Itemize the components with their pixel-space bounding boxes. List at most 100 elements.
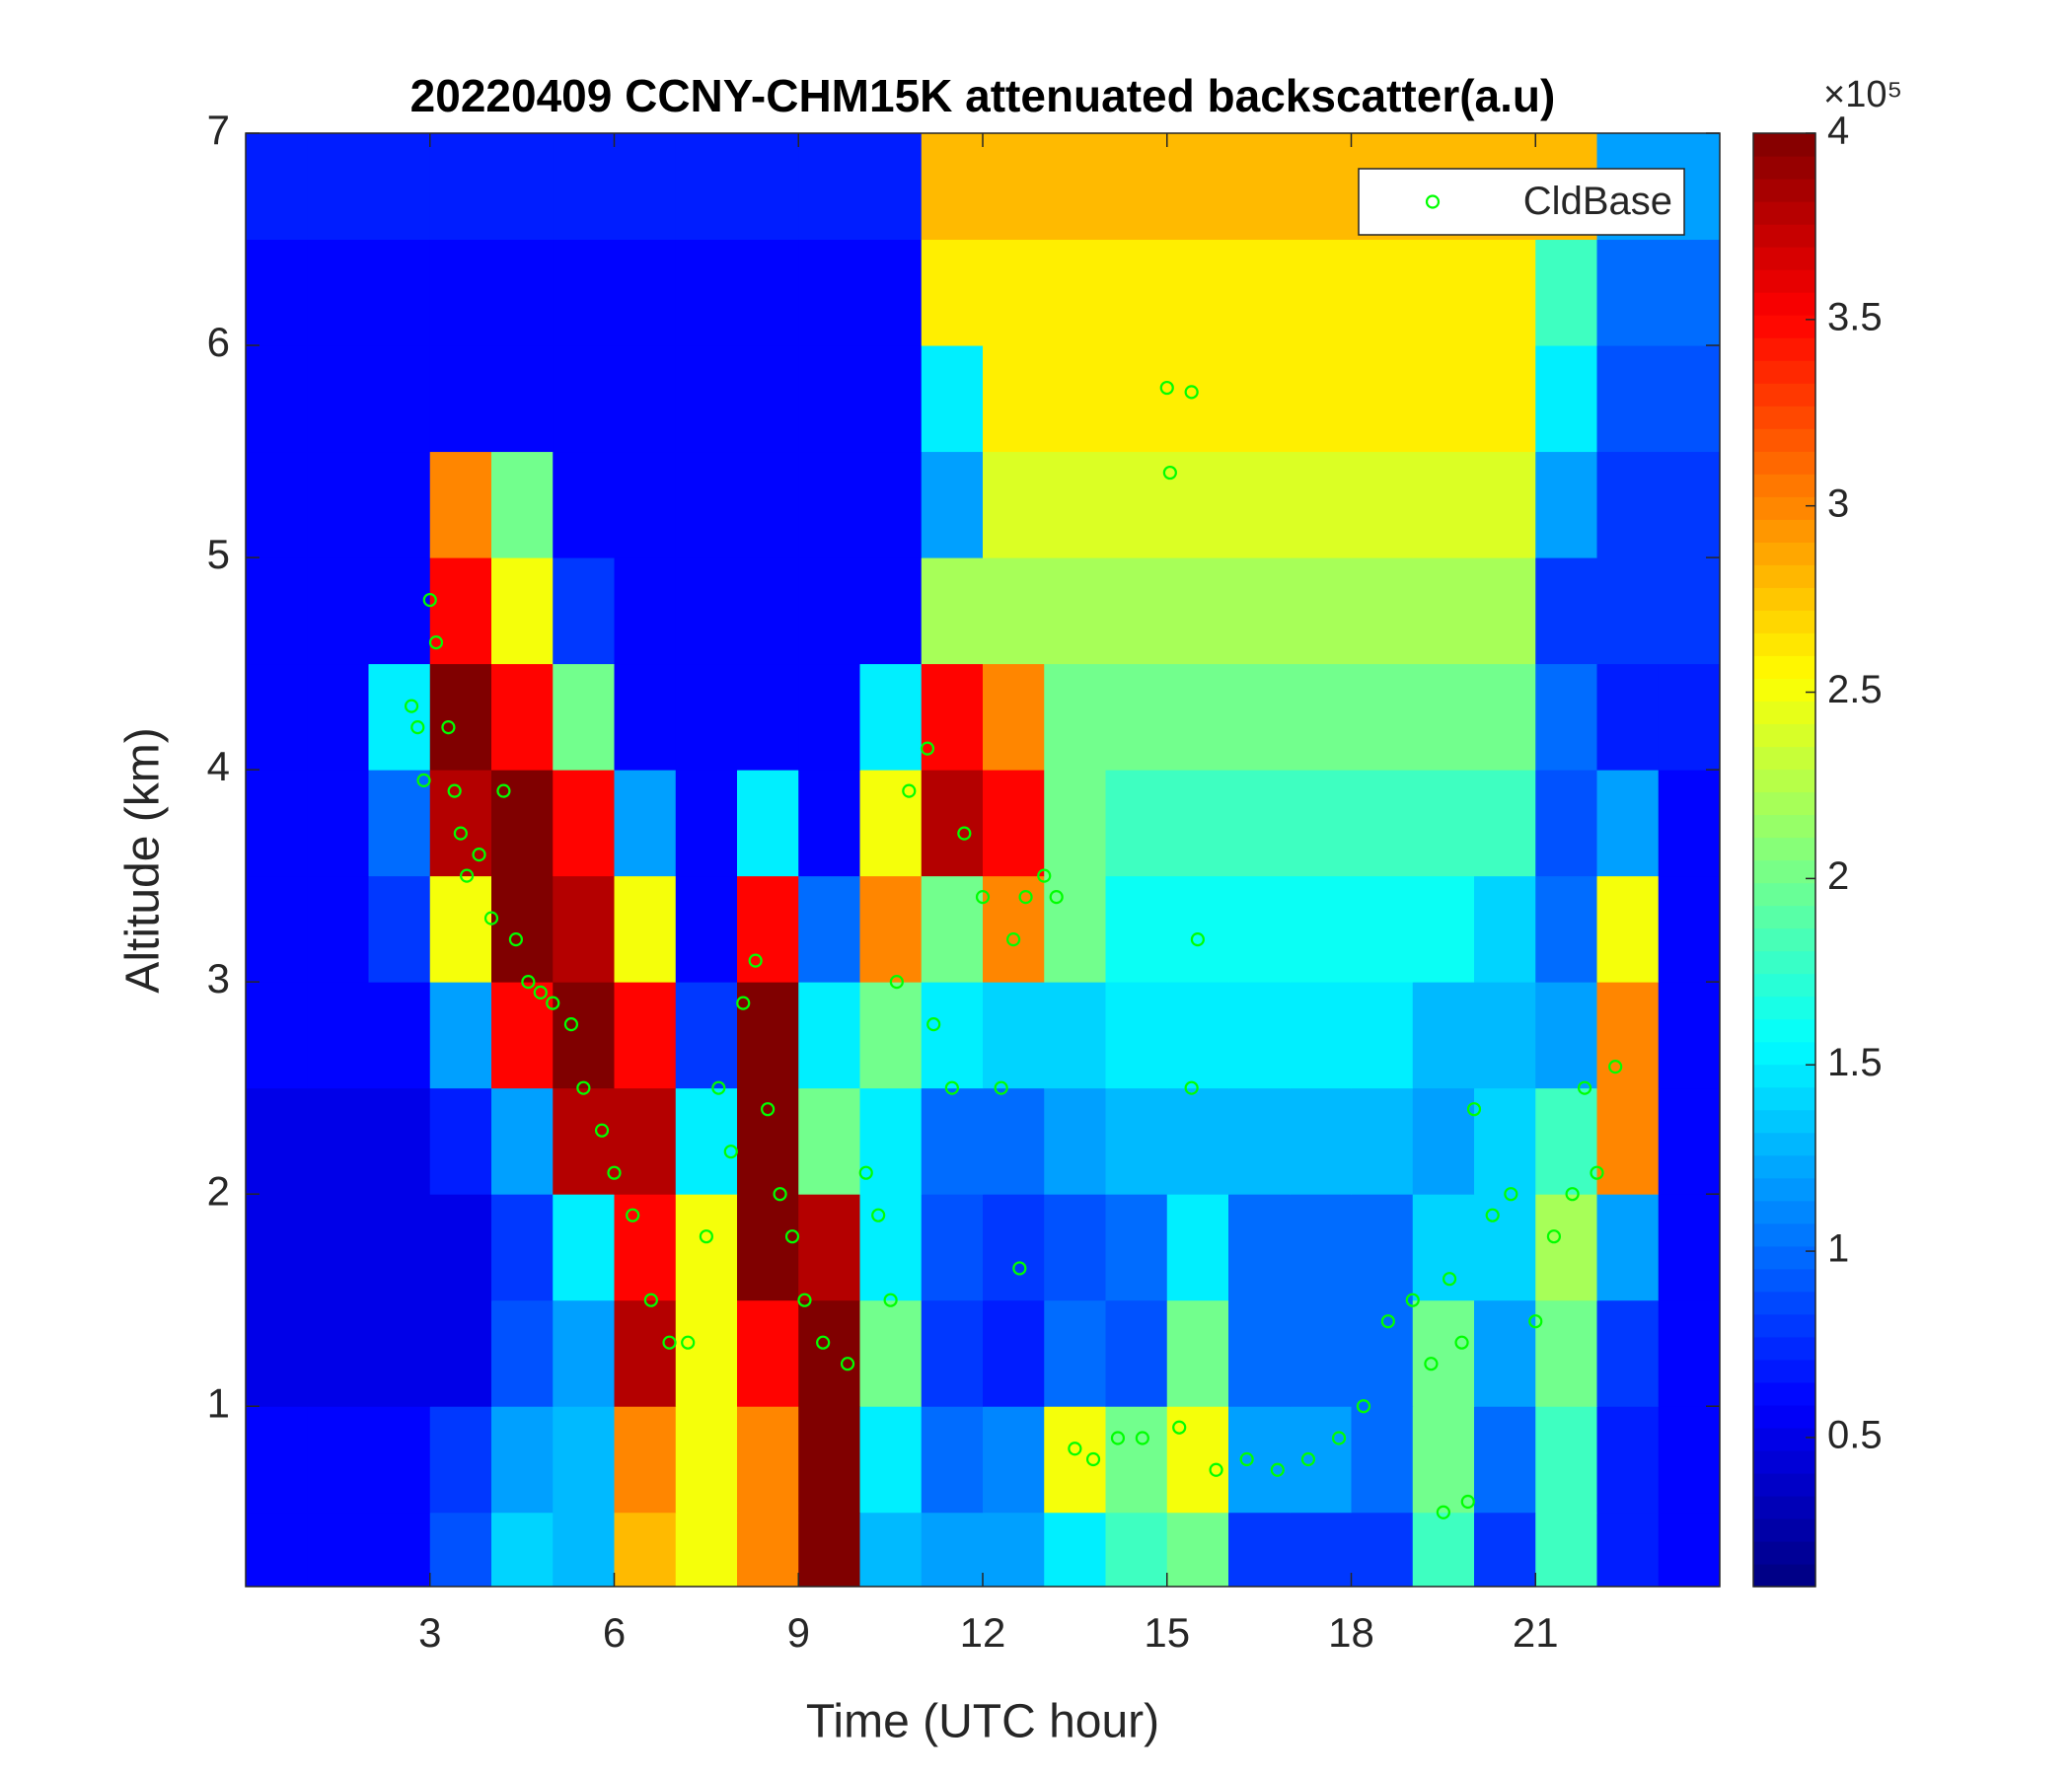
heatmap-cell <box>921 1299 984 1407</box>
heatmap-cell <box>1044 875 1106 983</box>
heatmap-cell <box>921 557 984 665</box>
cloud-base-point <box>1424 1357 1439 1371</box>
heatmap-cell <box>614 451 677 558</box>
heatmap-cell <box>429 1299 492 1407</box>
cloud-base-point <box>460 868 475 883</box>
heatmap-cell <box>1105 239 1168 346</box>
heatmap-cell <box>675 451 738 558</box>
heatmap-cell <box>246 451 308 558</box>
colorbar-step <box>1753 1132 1815 1156</box>
heatmap-cell <box>798 239 860 346</box>
colorbar-step <box>1753 905 1815 929</box>
heatmap-cell <box>675 663 738 771</box>
heatmap-cell <box>246 345 308 453</box>
heatmap-cell <box>1412 663 1475 771</box>
heatmap-cell <box>246 133 308 241</box>
heatmap-cell <box>1044 663 1106 771</box>
heatmap-cell <box>1228 1194 1291 1301</box>
heatmap-cell <box>1596 663 1660 771</box>
x-axis-label: Time (UTC hour) <box>806 1696 1159 1748</box>
heatmap-cell <box>614 1406 677 1514</box>
colorbar-step <box>1753 1381 1815 1406</box>
heatmap-cell <box>983 1406 1045 1514</box>
colorbar-step <box>1753 360 1815 384</box>
y-tick-label: 7 <box>207 107 230 153</box>
heatmap-cell <box>307 557 369 665</box>
heatmap-cell <box>1535 1406 1597 1514</box>
cloud-base-point <box>1190 932 1205 947</box>
cloud-base-point <box>1037 868 1052 883</box>
colorbar-step <box>1753 1154 1815 1179</box>
heatmap-cell <box>859 1512 923 1588</box>
heatmap-cell <box>246 663 308 771</box>
heatmap-cell <box>1596 345 1660 453</box>
colorbar <box>1753 133 1815 1588</box>
heatmap-cell <box>1412 770 1475 877</box>
cloud-base-point <box>1172 1420 1187 1435</box>
heatmap-cell <box>1228 1406 1291 1514</box>
heatmap-cell <box>614 557 677 665</box>
heatmap-cell <box>1290 239 1352 346</box>
heatmap-cell <box>614 770 677 877</box>
heatmap-cell <box>983 875 1045 983</box>
heatmap-cell <box>859 1299 923 1407</box>
colorbar-tick-label: 4 <box>1827 110 1849 153</box>
cloud-base-point <box>662 1335 677 1350</box>
cloud-base-point <box>1049 890 1064 905</box>
heatmap-cell <box>553 345 615 453</box>
heatmap-cell <box>1228 982 1291 1089</box>
heatmap-cell <box>368 663 431 771</box>
cloud-base-point <box>533 985 548 999</box>
colorbar-step <box>1753 587 1815 611</box>
heatmap-cell <box>798 1406 860 1514</box>
heatmap-cell <box>983 1512 1045 1588</box>
heatmap-cell <box>1535 1194 1597 1301</box>
heatmap-cell <box>983 557 1045 665</box>
heatmap-cell <box>1658 770 1721 877</box>
heatmap-cell <box>491 1512 554 1588</box>
heatmap-cell <box>1044 1194 1106 1301</box>
heatmap-cell <box>1228 663 1291 771</box>
heatmap-cell <box>1412 875 1475 983</box>
heatmap-cell <box>491 1194 554 1301</box>
colorbar-step <box>1753 1359 1815 1383</box>
heatmap-cell <box>307 1299 369 1407</box>
heatmap-cell <box>491 770 554 877</box>
heatmap-cell <box>1658 239 1721 346</box>
colorbar-step <box>1753 769 1815 793</box>
chart-title: 20220409 CCNY-CHM15K attenuated backscat… <box>410 70 1556 121</box>
heatmap-cell <box>675 1512 738 1588</box>
cloud-base-point <box>1209 1462 1223 1477</box>
heatmap-cell <box>1290 770 1352 877</box>
x-tick-label: 12 <box>960 1609 1006 1656</box>
heatmap-cell <box>798 875 860 983</box>
colorbar-step <box>1753 610 1815 633</box>
heatmap-cell <box>1535 982 1597 1089</box>
cloud-base-point <box>699 1229 713 1244</box>
heatmap-cell <box>1290 1299 1352 1407</box>
heatmap-cell <box>553 1194 615 1301</box>
cloud-base-point <box>1110 1431 1126 1445</box>
x-tick-label: 9 <box>787 1609 810 1656</box>
heatmap-cell <box>1474 557 1536 665</box>
heatmap-cell <box>1166 451 1229 558</box>
heatmap-cell <box>1412 1299 1475 1407</box>
heatmap-cell <box>737 875 799 983</box>
colorbar-step <box>1753 1336 1815 1361</box>
heatmap-cell <box>1658 1194 1721 1301</box>
heatmap-cell <box>368 1512 431 1588</box>
colorbar-step <box>1753 519 1815 543</box>
heatmap-cell <box>798 770 860 877</box>
colorbar-step <box>1753 224 1815 248</box>
colorbar-step <box>1753 1291 1815 1315</box>
colorbar-step <box>1753 701 1815 725</box>
heatmap-cell <box>1105 1406 1168 1514</box>
heatmap-cell <box>1105 982 1168 1089</box>
cloud-base-point <box>441 720 456 735</box>
heatmap-cell <box>1474 1406 1536 1514</box>
colorbar-step <box>1753 247 1815 270</box>
cloud-base-point <box>410 720 425 735</box>
heatmap-cell <box>675 1087 738 1195</box>
heatmap-cell <box>614 1299 677 1407</box>
